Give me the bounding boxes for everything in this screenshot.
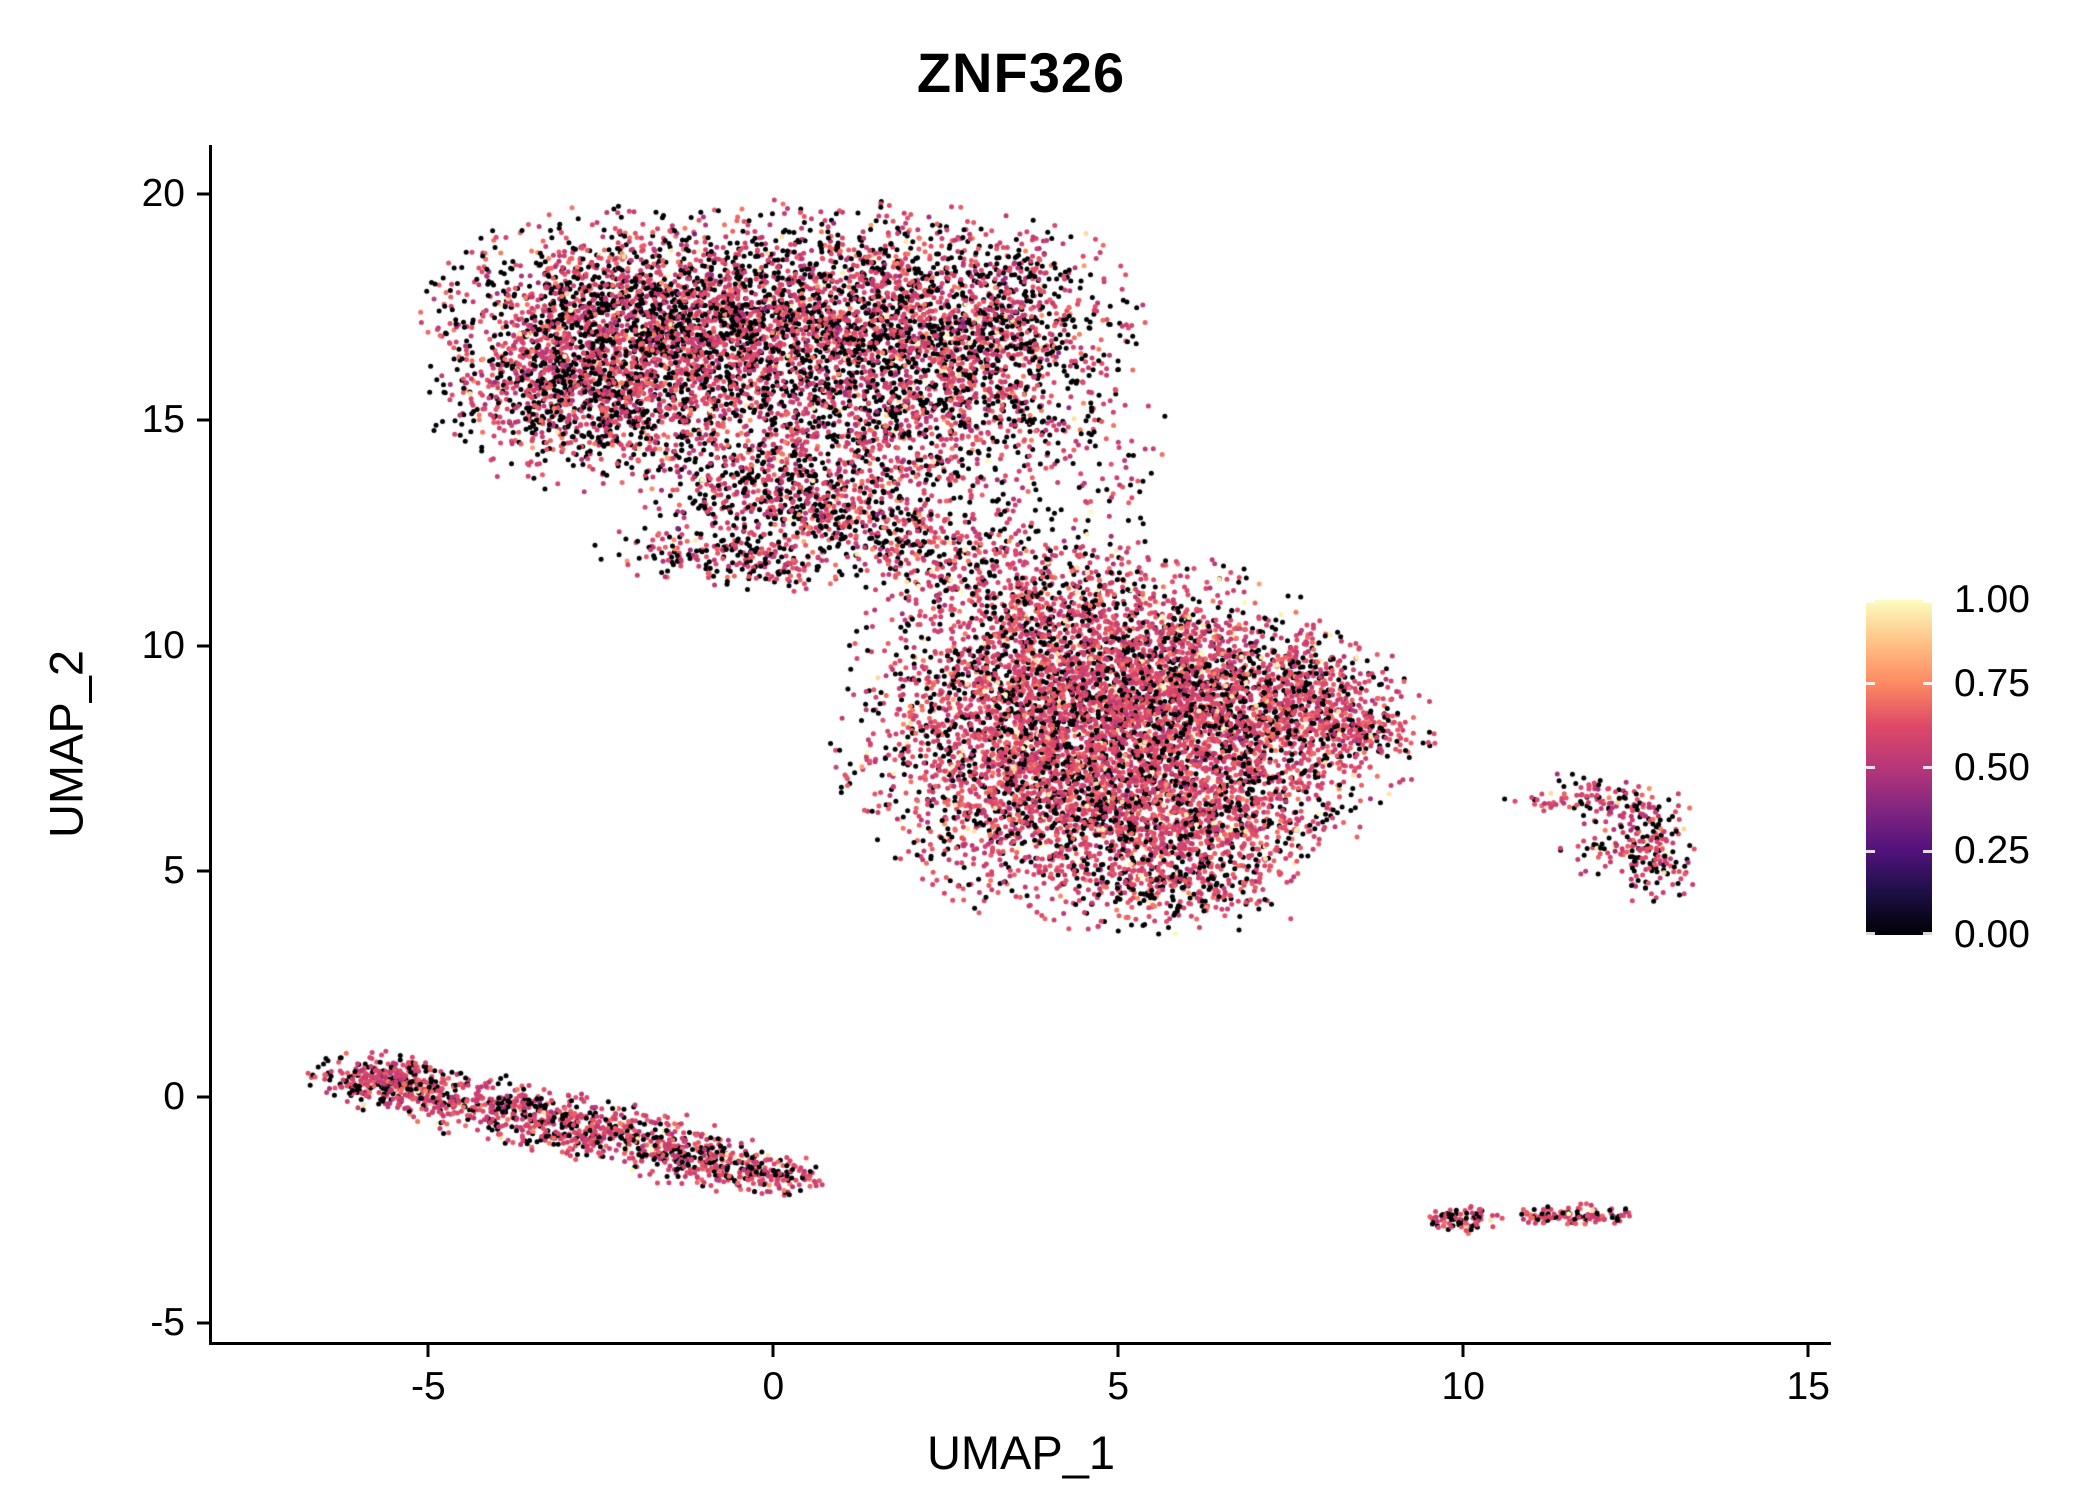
- x-axis-line: [209, 1342, 1831, 1345]
- colorbar-tick: [1866, 932, 1875, 935]
- y-tick-label: 20: [141, 171, 185, 215]
- colorbar-tick: [1923, 766, 1932, 769]
- x-tick-mark: [1806, 1343, 1810, 1357]
- x-axis-label: UMAP_1: [926, 1426, 1116, 1479]
- colorbar-tick: [1923, 932, 1932, 935]
- colorbar-label: 0.00: [1954, 913, 2030, 956]
- colorbar-tick: [1866, 849, 1875, 853]
- x-tick-mark: [1461, 1343, 1465, 1357]
- y-tick-mark: [197, 1321, 211, 1325]
- colorbar-label: 0.25: [1954, 829, 2030, 873]
- y-tick-label: 0: [163, 1075, 185, 1119]
- colorbar-label: 0.75: [1954, 661, 2030, 705]
- colorbar-tick: [1923, 849, 1932, 853]
- y-tick-mark: [197, 1095, 211, 1099]
- x-tick-label: 15: [1786, 1365, 1830, 1408]
- y-tick-label: 10: [141, 623, 185, 667]
- y-tick-label: 5: [163, 849, 185, 893]
- x-tick-mark: [1116, 1343, 1120, 1357]
- colorbar-tick: [1923, 600, 1932, 603]
- colorbar-gradient: [1866, 600, 1932, 935]
- colorbar-label: 1.00: [1954, 578, 2030, 621]
- plot-area: -5 0 5 10 15 -5 0 5 10 15 20: [142, 145, 1831, 1408]
- y-tick-label: 15: [141, 397, 185, 441]
- y-tick-mark: [197, 869, 211, 873]
- x-tick-label: -5: [410, 1365, 446, 1408]
- x-tick-label: 5: [1107, 1365, 1130, 1408]
- y-tick-label: -5: [150, 1301, 185, 1345]
- colorbar-legend: 1.00 0.75 0.50 0.25 0.00: [1866, 578, 2030, 956]
- y-tick-mark: [197, 418, 211, 422]
- colorbar-label: 0.50: [1954, 745, 2030, 789]
- x-tick-label: 0: [762, 1365, 785, 1408]
- colorbar-tick: [1866, 682, 1875, 686]
- colorbar-tick: [1866, 600, 1875, 603]
- x-tick-mark: [771, 1343, 775, 1357]
- colorbar-tick: [1923, 682, 1932, 686]
- scatter-points-canvas: [211, 145, 1831, 1343]
- y-axis-line: [209, 145, 212, 1343]
- y-axis-label: UMAP_2: [39, 649, 93, 839]
- x-tick-label: 10: [1441, 1365, 1485, 1408]
- y-tick-mark: [197, 192, 211, 196]
- plot-title: ZNF326: [916, 41, 1126, 104]
- colorbar-tick: [1866, 766, 1875, 769]
- y-tick-mark: [197, 644, 211, 648]
- x-tick-mark: [426, 1343, 430, 1357]
